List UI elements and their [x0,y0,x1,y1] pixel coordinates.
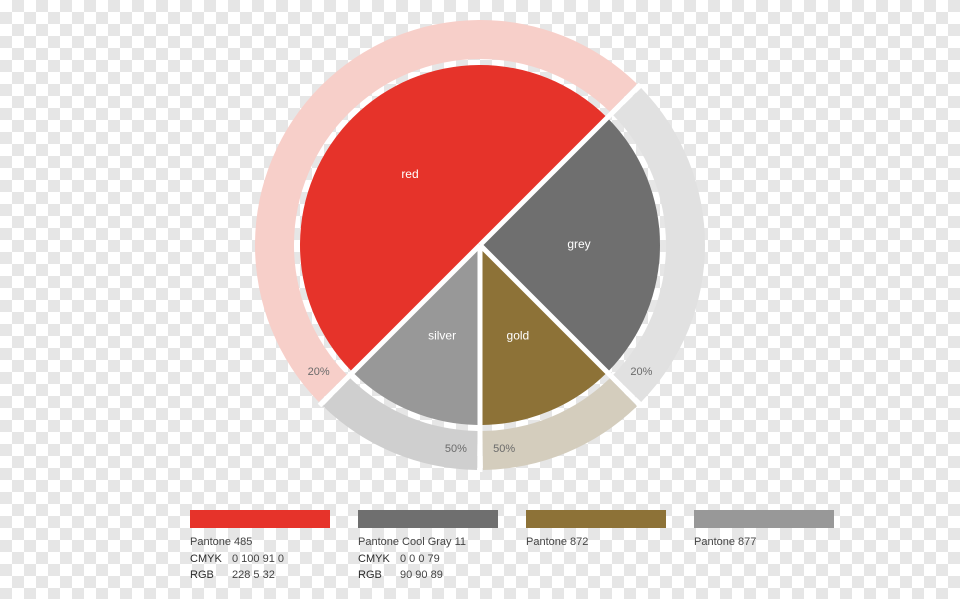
slice-label-silver: silver [428,329,456,343]
pie-chart: red 20% grey 20% gold 50% silver 50% [245,10,715,480]
slice-label-gold: gold [507,329,530,343]
legend-item: Pantone 485CMYK0 100 91 0RGB228 5 32 [190,510,330,584]
slice-label-red: red [401,167,418,181]
legend-line: CMYK0 0 0 79 [358,551,498,568]
legend-swatch [526,510,666,528]
legend-key: RGB [358,567,400,584]
legend-line: Pantone 485 [190,534,330,551]
legend-swatch [358,510,498,528]
slice-label-grey: grey [567,237,590,251]
legend-value: 228 5 32 [232,567,275,584]
legend-value: 0 100 91 0 [232,551,284,568]
legend-value: 90 90 89 [400,567,443,584]
chart-container: red 20% grey 20% gold 50% silver 50% [0,0,960,490]
legend-value: 0 0 0 79 [400,551,440,568]
ring-label-silver: 50% [445,443,467,455]
legend-value: Pantone 872 [526,534,588,551]
legend-line: CMYK0 100 91 0 [190,551,330,568]
legend-item: Pantone 877 [694,510,834,584]
ring-label-red: 20% [308,366,330,378]
legend-line: RGB90 90 89 [358,567,498,584]
legend: Pantone 485CMYK0 100 91 0RGB228 5 32Pant… [190,510,834,584]
legend-key: CMYK [358,551,400,568]
legend-key: CMYK [190,551,232,568]
legend-line: RGB228 5 32 [190,567,330,584]
legend-value: Pantone 877 [694,534,756,551]
legend-key: RGB [190,567,232,584]
legend-line: Pantone Cool Gray 11 [358,534,498,551]
legend-line: Pantone 877 [694,534,834,551]
legend-item: Pantone Cool Gray 11CMYK0 0 0 79RGB90 90… [358,510,498,584]
legend-line: Pantone 872 [526,534,666,551]
legend-swatch [694,510,834,528]
legend-value: Pantone Cool Gray 11 [358,534,466,551]
ring-label-grey: 20% [630,366,652,378]
legend-item: Pantone 872 [526,510,666,584]
legend-swatch [190,510,330,528]
ring-label-gold: 50% [493,443,515,455]
legend-value: Pantone 485 [190,534,252,551]
